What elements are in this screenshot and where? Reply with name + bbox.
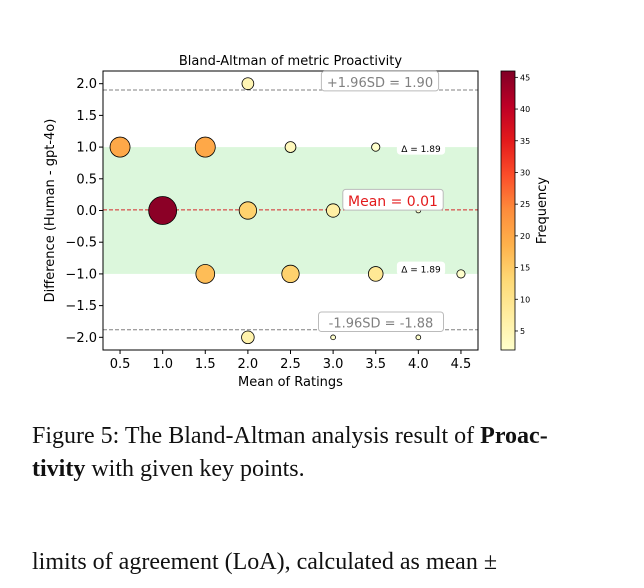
colorbar-tick-label: 35 bbox=[520, 137, 530, 146]
mean-label-frame bbox=[342, 188, 444, 211]
x-tick-label: 1.5 bbox=[195, 357, 216, 372]
mean-label-box: Mean = 0.01 bbox=[342, 188, 444, 211]
y-tick-label: −2.0 bbox=[65, 331, 97, 346]
data-point bbox=[148, 196, 178, 225]
colorbar-gradient bbox=[500, 70, 516, 351]
figure-caption: Figure 5: The Bland-Altman analysis resu… bbox=[32, 420, 644, 486]
delta-upper-label: Δ = 1.89 bbox=[401, 145, 441, 155]
colorbar-tick-label: 40 bbox=[520, 105, 530, 114]
x-axis-label: Mean of Ratings bbox=[238, 375, 343, 390]
data-point bbox=[241, 330, 255, 345]
colorbar-tick-label: 45 bbox=[520, 73, 530, 82]
colorbar-tick-label: 10 bbox=[520, 295, 530, 304]
caption-bold-2: tivity bbox=[32, 456, 86, 482]
x-tick-label: 2.5 bbox=[280, 357, 301, 372]
colorbar: 45 40 35 30 25 20 15 10 5 bbox=[500, 70, 530, 351]
y-axis: 2.0 1.5 1.0 0.5 0.0 −0.5 −1.0 −1.5 −2.0 bbox=[65, 77, 103, 346]
annotations: +1.96SD = 1.90 -1.96SD = -1.88 Mean = 0.01… bbox=[318, 70, 446, 333]
data-point bbox=[194, 136, 216, 158]
colorbar-tick-label: 30 bbox=[520, 168, 530, 177]
upper-loa-label: +1.96SD = 1.90 bbox=[327, 76, 433, 91]
x-tick-label: 0.5 bbox=[110, 357, 131, 372]
mean-label: Mean = 0.01 bbox=[348, 194, 438, 210]
delta-upper-label-frame bbox=[396, 140, 446, 155]
data-point bbox=[241, 77, 255, 90]
data-point bbox=[195, 264, 216, 284]
upper-loa-label-box: +1.96SD = 1.90 bbox=[320, 70, 440, 92]
colorbar-tick-label: 20 bbox=[520, 232, 530, 241]
x-tick-label: 4.5 bbox=[451, 357, 472, 372]
chart-title: Bland-Altman of metric Proactivity bbox=[179, 54, 403, 69]
y-tick-label: 1.0 bbox=[76, 141, 97, 156]
caption-suffix: with given key points. bbox=[85, 456, 305, 482]
x-tick-label: 3.5 bbox=[365, 357, 386, 372]
x-axis: 0.5 1.0 1.5 2.0 2.5 3.0 3.5 4.0 4.5 bbox=[110, 350, 472, 372]
y-tick-label: 0.5 bbox=[76, 172, 97, 187]
data-point bbox=[330, 334, 336, 341]
data-point bbox=[281, 264, 300, 284]
data-point bbox=[109, 136, 131, 158]
y-tick-label: −1.5 bbox=[65, 299, 97, 314]
y-axis-label: Difference (Human - gpt-4o) bbox=[43, 119, 58, 303]
y-tick-label: −1.0 bbox=[65, 267, 97, 282]
delta-lower-label: Δ = 1.89 bbox=[401, 266, 441, 276]
data-point bbox=[326, 203, 341, 218]
lower-loa-label-box: -1.96SD = -1.88 bbox=[318, 311, 444, 333]
x-tick-label: 3.0 bbox=[323, 357, 344, 372]
colorbar-tick-label: 25 bbox=[520, 200, 530, 209]
bland-altman-chart: Bland-Altman of metric Proactivity 0.5 1.… bbox=[43, 54, 550, 390]
x-tick-label: 2.0 bbox=[238, 357, 259, 372]
body-text: limits of agreement (LoA), calculated as… bbox=[32, 549, 497, 575]
upper-loa-label-frame bbox=[320, 70, 440, 92]
data-point bbox=[284, 141, 297, 153]
y-tick-label: 0.0 bbox=[76, 204, 97, 219]
colorbar-tick-label: 15 bbox=[520, 264, 530, 273]
data-point bbox=[371, 142, 381, 152]
delta-lower-label-frame bbox=[396, 261, 446, 276]
delta-upper-label-box: Δ = 1.89 bbox=[396, 140, 446, 155]
caption-bold-1: Proac- bbox=[480, 423, 548, 449]
caption-prefix: Figure 5: The Bland-Altman analysis resu… bbox=[32, 423, 481, 449]
data-point bbox=[456, 269, 466, 279]
y-tick-label: 1.5 bbox=[76, 109, 97, 124]
data-point bbox=[367, 266, 384, 282]
y-tick-label: 2.0 bbox=[76, 77, 97, 92]
x-tick-label: 4.0 bbox=[408, 357, 429, 372]
colorbar-label: Frequency bbox=[535, 177, 550, 244]
delta-lower-label-box: Δ = 1.89 bbox=[396, 261, 446, 276]
lower-loa-label-frame bbox=[318, 311, 444, 333]
data-point bbox=[238, 201, 257, 220]
data-point bbox=[415, 334, 422, 341]
colorbar-tick-label: 5 bbox=[520, 327, 525, 336]
y-tick-label: −0.5 bbox=[65, 236, 97, 251]
x-tick-label: 1.0 bbox=[152, 357, 173, 372]
plot-area bbox=[103, 77, 478, 345]
lower-loa-label: -1.96SD = -1.88 bbox=[329, 317, 434, 332]
